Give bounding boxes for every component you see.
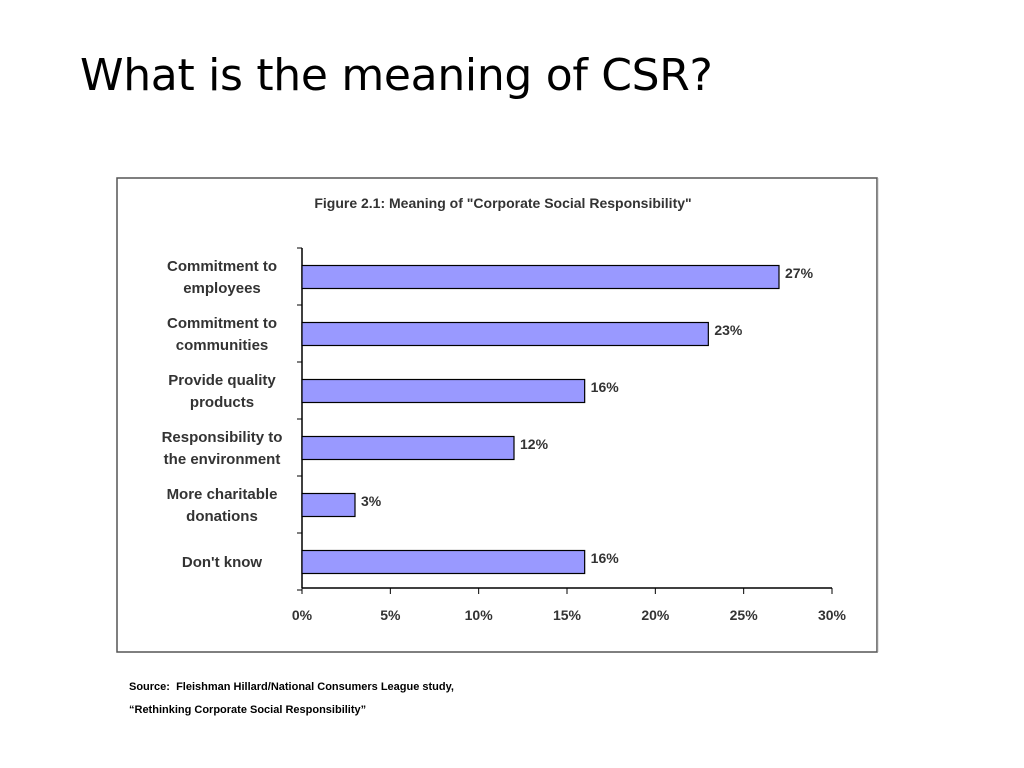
bar [301, 378, 586, 404]
bar [301, 549, 586, 575]
chart-axes [297, 247, 833, 594]
category-label: products [190, 394, 254, 411]
category-label: Don't know [182, 554, 263, 571]
value-label: 12% [520, 436, 549, 452]
value-label: 23% [714, 322, 743, 338]
category-label: Commitment to [167, 315, 277, 332]
chart-title: Figure 2.1: Meaning of "Corporate Social… [314, 195, 691, 211]
value-label: 16% [591, 550, 620, 566]
x-tick-label: 5% [380, 607, 401, 623]
tick-labels: 0% 5% 10% 15% 20% 25% 30% [292, 607, 847, 623]
value-label: 16% [591, 379, 620, 395]
x-tick-label: 25% [730, 607, 759, 623]
x-tick-label: 0% [292, 607, 313, 623]
bar [301, 435, 515, 461]
category-label: employees [183, 280, 261, 297]
category-label: Responsibility to [162, 429, 283, 446]
category-label: Provide quality [168, 372, 276, 389]
category-labels: Commitment to employees Commitment to commu… [162, 258, 283, 571]
value-label: 27% [785, 265, 814, 281]
category-label: the environment [164, 451, 281, 468]
slide-title: What is the meaning of CSR? [80, 50, 713, 101]
category-label: Commitment to [167, 258, 277, 275]
source-line-1: Source: Fleishman Hillard/National Consu… [129, 681, 454, 693]
category-label: donations [186, 508, 258, 525]
category-label: More charitable [167, 486, 278, 503]
x-tick-label: 30% [818, 607, 847, 623]
bar [301, 264, 780, 290]
source-line-2: “Rethinking Corporate Social Responsibil… [129, 704, 367, 716]
x-tick-label: 20% [641, 607, 670, 623]
bar [301, 492, 356, 518]
chart-bars [301, 264, 780, 575]
value-label: 3% [361, 493, 382, 509]
bar [301, 321, 709, 347]
category-label: communities [176, 337, 269, 354]
chart-frame [116, 177, 878, 653]
value-labels: 27% 23% 16% 12% 3% 16% [361, 265, 814, 566]
x-tick-label: 15% [553, 607, 582, 623]
x-tick-label: 10% [465, 607, 494, 623]
